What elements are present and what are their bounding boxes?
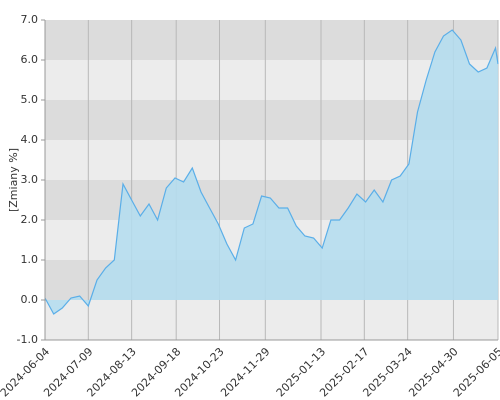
line	[44, 29, 499, 315]
band	[45, 300, 498, 340]
y-tick-label: 3.0	[21, 173, 39, 186]
y-axis-label: [Zmiany %]	[7, 148, 20, 212]
area	[45, 30, 498, 314]
x-tick-label: 2024-11-29	[218, 345, 272, 399]
y-tick-label: 5.0	[21, 93, 39, 106]
y-tick-label: 0.0	[21, 293, 39, 306]
y-tick-label: -1.0	[17, 333, 38, 346]
band	[45, 20, 498, 60]
y-tick-label: 6.0	[21, 53, 39, 66]
y-tick-label: 4.0	[21, 133, 39, 146]
y-tick-label: 1.0	[21, 253, 39, 266]
y-tick-label: 7.0	[21, 13, 39, 26]
y-tick-label: 2.0	[21, 213, 39, 226]
